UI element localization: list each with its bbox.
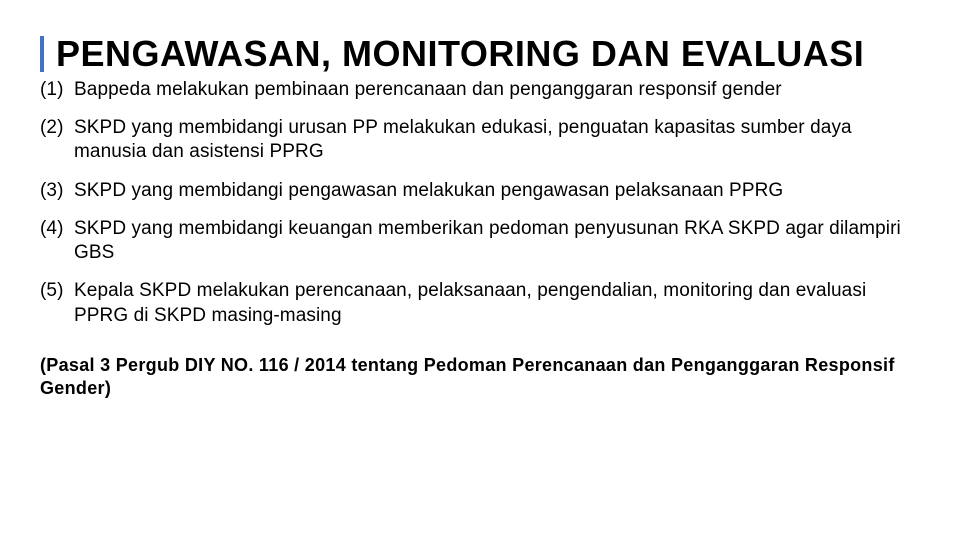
list-item-text: SKPD yang membidangi keuangan memberikan…	[74, 217, 920, 266]
list-item-number: (3)	[40, 179, 74, 203]
numbered-list: (1) Bappeda melakukan pembinaan perencan…	[40, 78, 920, 329]
list-item: (4) SKPD yang membidangi keuangan member…	[40, 217, 920, 266]
list-item-text: SKPD yang membidangi urusan PP melakukan…	[74, 116, 920, 165]
slide: PENGAWASAN, MONITORING DAN EVALUASI (1) …	[0, 0, 960, 540]
list-item-number: (1)	[40, 78, 74, 102]
title-wrap: PENGAWASAN, MONITORING DAN EVALUASI	[40, 34, 920, 74]
list-item: (3) SKPD yang membidangi pengawasan mela…	[40, 179, 920, 203]
page-title: PENGAWASAN, MONITORING DAN EVALUASI	[56, 34, 920, 74]
list-item-number: (4)	[40, 217, 74, 241]
list-item-text: Bappeda melakukan pembinaan perencanaan …	[74, 78, 920, 102]
list-item: (5) Kepala SKPD melakukan perencanaan, p…	[40, 279, 920, 328]
footer-citation: (Pasal 3 Pergub DIY NO. 116 / 2014 tenta…	[40, 354, 920, 401]
list-item-text: SKPD yang membidangi pengawasan melakuka…	[74, 179, 920, 203]
list-item: (1) Bappeda melakukan pembinaan perencan…	[40, 78, 920, 102]
title-accent-bar	[40, 36, 44, 72]
list-item: (2) SKPD yang membidangi urusan PP melak…	[40, 116, 920, 165]
list-item-text: Kepala SKPD melakukan perencanaan, pelak…	[74, 279, 920, 328]
list-item-number: (5)	[40, 279, 74, 303]
list-item-number: (2)	[40, 116, 74, 140]
